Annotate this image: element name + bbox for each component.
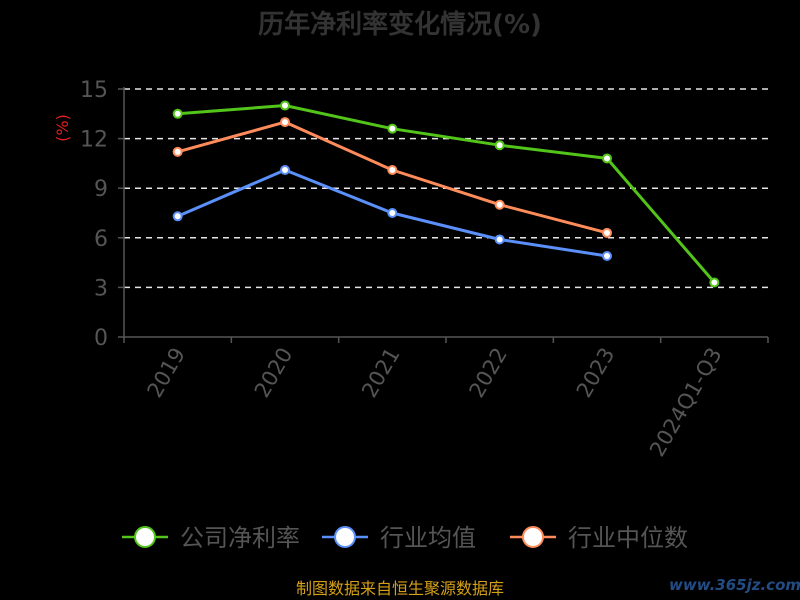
data-point [280, 100, 290, 111]
y-tick-label: 15 [80, 78, 108, 103]
y-tick-label: 6 [94, 227, 108, 252]
y-tick-label: 3 [94, 276, 108, 301]
data-point [602, 227, 612, 238]
series-lines [172, 100, 720, 288]
data-point [494, 140, 505, 151]
x-tick-label: 2024Q1-Q3 [645, 344, 727, 461]
source-footer: 制图数据来自恒生聚源数据库 [296, 579, 504, 598]
chart-title: 历年净利率变化情况(%) [258, 9, 542, 40]
axes: 0 3 6 9 12 15 2019 2020 2021 2022 2023 2024Q1-Q3 [80, 78, 769, 461]
legend-swatch-marker [134, 526, 156, 548]
legend: 公司净利率 行业均值 行业中位数 [122, 524, 688, 552]
data-point [280, 117, 290, 128]
data-point [172, 146, 183, 157]
legend-swatch-marker [334, 526, 356, 548]
x-tick-label: 2021 [357, 344, 405, 402]
y-tick-label: 9 [94, 177, 108, 202]
data-point [172, 211, 183, 222]
data-point [494, 234, 505, 245]
x-tick-label: 2023 [572, 344, 620, 402]
data-point [280, 165, 290, 176]
data-point [387, 123, 398, 134]
x-tick-label: 2019 [142, 344, 190, 402]
legend-label: 行业中位数 [568, 524, 688, 552]
data-point [709, 277, 720, 288]
data-point [387, 165, 398, 176]
legend-label: 行业均值 [380, 524, 476, 552]
y-tick-label: 12 [80, 128, 108, 153]
watermark: www.365jz.com [669, 576, 800, 594]
data-point [387, 208, 398, 218]
y-axis-label: (%) [53, 114, 72, 142]
series-line-1 [177, 104, 716, 284]
y-tick-label: 0 [94, 326, 108, 351]
legend-swatch-marker [522, 526, 544, 548]
data-point [602, 153, 612, 164]
x-tick-label: 2022 [464, 344, 512, 402]
data-point [172, 108, 183, 119]
data-point [494, 199, 505, 210]
data-point [602, 250, 612, 261]
legend-label: 公司净利率 [180, 524, 300, 552]
x-tick-label: 2020 [250, 344, 298, 402]
